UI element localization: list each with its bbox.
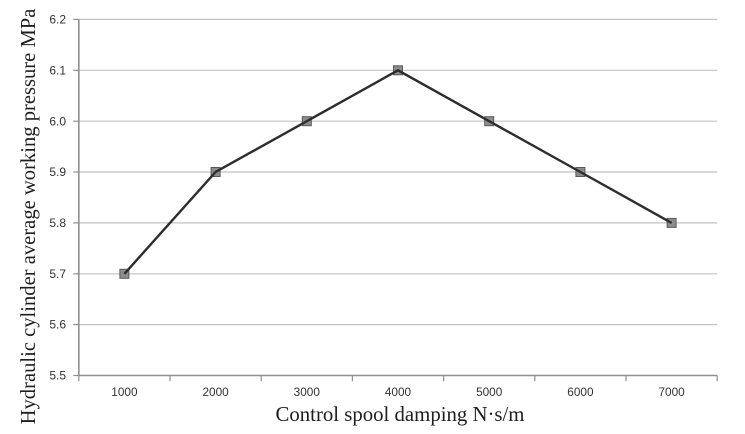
svg-text:6.2: 6.2 — [49, 13, 66, 27]
svg-text:5.7: 5.7 — [49, 267, 66, 281]
svg-text:6.1: 6.1 — [49, 63, 66, 77]
svg-text:3000: 3000 — [294, 385, 321, 399]
svg-text:Control spool damping N·s/m: Control spool damping N·s/m — [276, 403, 525, 426]
svg-text:5.8: 5.8 — [49, 216, 66, 230]
svg-text:2000: 2000 — [202, 385, 229, 399]
svg-text:Hydraulic cylinder average wor: Hydraulic cylinder average working press… — [18, 9, 40, 425]
svg-text:6.0: 6.0 — [49, 114, 66, 128]
svg-text:5000: 5000 — [476, 385, 503, 399]
svg-text:7000: 7000 — [658, 385, 685, 399]
svg-text:5.6: 5.6 — [49, 318, 66, 332]
svg-text:6000: 6000 — [567, 385, 594, 399]
svg-text:5.9: 5.9 — [49, 165, 66, 179]
svg-text:4000: 4000 — [385, 385, 412, 399]
svg-text:5.5: 5.5 — [49, 369, 66, 383]
svg-text:1000: 1000 — [111, 385, 138, 399]
